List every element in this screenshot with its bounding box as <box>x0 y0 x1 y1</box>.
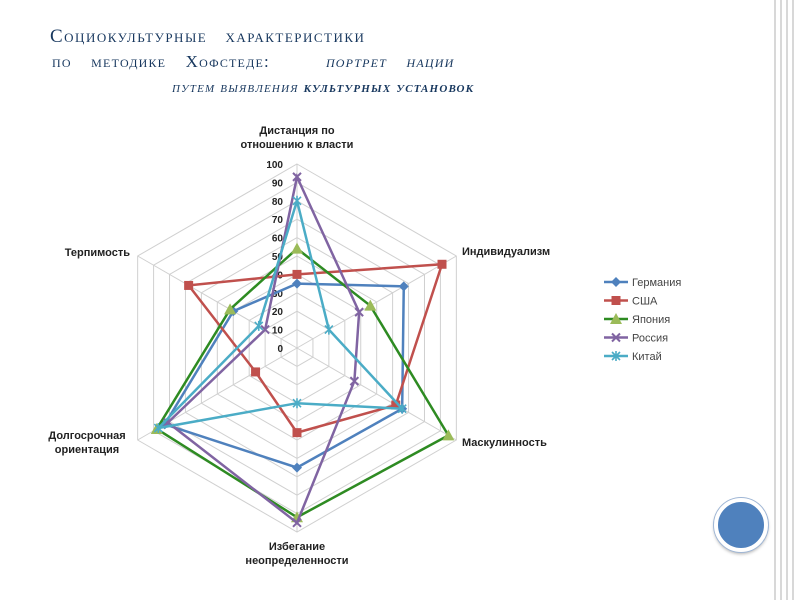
axis-label: Долгосрочная ориентация <box>48 430 125 456</box>
tick-label: 90 <box>272 178 284 189</box>
data-point <box>292 518 302 528</box>
title-line-3: путем выявления культурных установок <box>50 80 610 97</box>
data-point <box>398 281 409 292</box>
data-point <box>442 429 455 441</box>
data-point <box>292 398 302 409</box>
tick-label: 0 <box>277 344 283 355</box>
data-point <box>611 332 621 343</box>
legend-item: Германия <box>604 277 681 289</box>
chart-legend: Германия США Япония Россия Китай <box>604 277 681 363</box>
data-point <box>391 400 401 410</box>
tick-label: 50 <box>272 252 284 263</box>
title-line-1: Социокультурные характеристики <box>50 26 366 47</box>
data-point <box>254 320 264 331</box>
data-point <box>224 303 237 315</box>
axis-label: Дистанция по отношению к власти <box>241 125 354 151</box>
grid-spoke <box>137 255 298 349</box>
data-point <box>292 269 302 279</box>
title-subline-bold: культурных установок <box>303 80 475 96</box>
data-point <box>292 195 302 206</box>
title-subline: путем выявления <box>172 80 304 96</box>
axis-label: Маскулинность <box>462 437 547 449</box>
data-point <box>611 351 621 361</box>
data-point <box>437 259 447 269</box>
data-point <box>292 462 302 473</box>
data-point <box>292 172 302 182</box>
title-line-2: по методике Хофстеде: портрет нации <box>50 52 610 72</box>
title-method: по методике Хофстеде: <box>52 52 270 71</box>
data-point <box>349 376 360 386</box>
series-square <box>184 259 447 438</box>
legend-item: США <box>604 296 658 308</box>
data-point <box>292 428 302 438</box>
legend-label: Германия <box>632 277 681 289</box>
tick-label: 70 <box>272 215 284 226</box>
chart-grid <box>137 163 457 533</box>
axis-label: Терпимость <box>65 247 130 259</box>
grid-spoke <box>296 255 457 349</box>
series-star <box>153 195 407 434</box>
tick-label: 80 <box>272 197 284 208</box>
tick-label: 100 <box>266 160 283 171</box>
axis-label: Индивидуализм <box>462 246 550 258</box>
tick-label: 60 <box>272 234 284 245</box>
data-point <box>291 242 303 254</box>
series-line <box>166 172 361 525</box>
slide-right-border <box>770 0 800 600</box>
data-point <box>184 280 194 290</box>
chart-axis-labels: Дистанция по отношению к власти Индивидуал… <box>48 125 550 567</box>
legend-label: Япония <box>632 314 670 326</box>
data-point <box>292 278 302 289</box>
data-point <box>364 299 377 311</box>
legend-label: США <box>632 296 658 308</box>
data-point <box>251 367 261 377</box>
data-point <box>153 423 163 434</box>
chart-series <box>150 172 455 528</box>
grid-spoke <box>296 347 457 441</box>
slide-title: Социокультурные характеристики по методи… <box>50 26 610 97</box>
series-triangle <box>150 242 455 523</box>
data-point <box>611 277 621 287</box>
legend-item: Китай <box>604 351 662 363</box>
legend-label: Китай <box>632 351 662 363</box>
legend-label: Россия <box>632 333 668 345</box>
legend-item: Россия <box>604 333 668 345</box>
data-point <box>324 324 334 335</box>
legend-item: Япония <box>604 313 670 326</box>
tick-label: 20 <box>272 307 284 318</box>
axis-label: Избегание неопределенности <box>245 541 348 567</box>
tick-label: 30 <box>272 289 284 300</box>
title-portrait: портрет нации <box>325 52 455 71</box>
data-point <box>611 296 621 305</box>
data-point <box>610 313 622 324</box>
navigation-circle-button[interactable] <box>714 498 768 552</box>
tick-label: 10 <box>272 326 284 337</box>
data-point <box>397 403 407 414</box>
data-point <box>260 324 270 335</box>
data-point <box>354 307 364 317</box>
